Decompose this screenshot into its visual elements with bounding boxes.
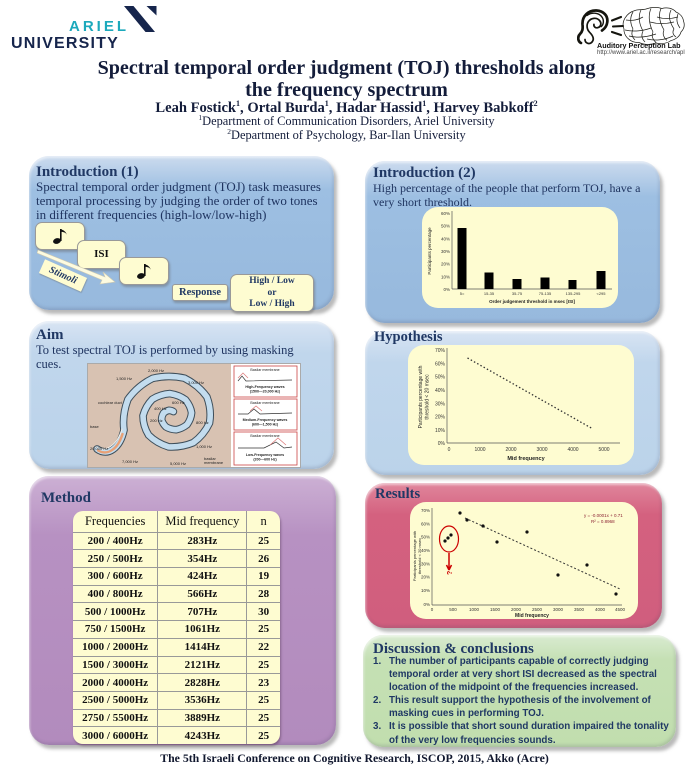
svg-text:Participants percentage: Participants percentage <box>427 227 432 275</box>
svg-text:200 Hz: 200 Hz <box>150 418 163 423</box>
svg-text:1000: 1000 <box>474 447 485 453</box>
svg-text:basilar: basilar <box>204 456 216 461</box>
svg-text:40%: 40% <box>441 236 450 241</box>
svg-text:20%: 20% <box>421 575 430 580</box>
svg-text:membrane: membrane <box>204 460 224 465</box>
svg-text:cochlear duct: cochlear duct <box>98 400 123 405</box>
svg-text:Basilar membrane: Basilar membrane <box>250 434 279 438</box>
svg-text:2,000 Hz: 2,000 Hz <box>148 368 164 373</box>
svg-text:20%: 20% <box>441 262 450 267</box>
svg-text:600 Hz: 600 Hz <box>172 400 185 405</box>
svg-text:R² = 0.8968: R² = 0.8968 <box>591 519 615 524</box>
svg-text:1,000 Hz: 1,000 Hz <box>196 444 212 449</box>
svg-text:5=: 5= <box>460 291 465 296</box>
svg-text:3,000 Hz: 3,000 Hz <box>188 380 204 385</box>
svg-text:Participants percentage with: Participants percentage with <box>412 531 417 581</box>
svg-text:Mid frequency: Mid frequency <box>515 613 549 619</box>
svg-text:(1500—20,000 Hz): (1500—20,000 Hz) <box>250 390 281 394</box>
svg-text:0%: 0% <box>443 287 450 292</box>
svg-text:Mid frequency: Mid frequency <box>507 456 545 462</box>
svg-text:40%: 40% <box>421 548 430 553</box>
svg-text:1,500 Hz: 1,500 Hz <box>116 376 132 381</box>
svg-text:50%: 50% <box>421 535 430 540</box>
svg-text:40%: 40% <box>435 388 446 394</box>
svg-text:Basilar membrane: Basilar membrane <box>250 368 279 372</box>
svg-text:10%: 10% <box>421 588 430 593</box>
svg-text:10%: 10% <box>441 274 450 279</box>
svg-text:60%: 60% <box>421 521 430 526</box>
svg-text:Order judgement threshold in m: Order judgement threshold in msec [ISI] <box>489 299 575 304</box>
svg-text:30%: 30% <box>441 249 450 254</box>
svg-text:50%: 50% <box>435 375 446 381</box>
svg-text:2000: 2000 <box>505 447 516 453</box>
svg-text:base: base <box>90 424 99 429</box>
svg-text:y = -0.0001x + 0.71: y = -0.0001x + 0.71 <box>584 513 623 518</box>
svg-text:Participants percentage with: Participants percentage with <box>418 365 424 428</box>
svg-text:0%: 0% <box>438 441 446 447</box>
svg-text:2500: 2500 <box>532 607 543 612</box>
svg-text:threshold < 20 msec: threshold < 20 msec <box>417 538 422 574</box>
svg-text:Medium-Frequency waves: Medium-Frequency waves <box>243 418 288 422</box>
svg-text:1000: 1000 <box>469 607 480 612</box>
svg-text:60%: 60% <box>441 211 450 216</box>
svg-text:60%: 60% <box>435 361 446 367</box>
svg-text:Basilar membrane: Basilar membrane <box>250 401 279 405</box>
svg-text:30%: 30% <box>435 401 446 407</box>
svg-text:2000: 2000 <box>511 607 522 612</box>
svg-text:70%: 70% <box>421 508 430 513</box>
svg-text:3500: 3500 <box>574 607 585 612</box>
svg-text:Low-Frequency waves: Low-Frequency waves <box>246 453 284 457</box>
svg-text:10%: 10% <box>435 428 446 434</box>
svg-text:5000: 5000 <box>598 447 609 453</box>
svg-text:30%: 30% <box>421 561 430 566</box>
svg-text:3000: 3000 <box>536 447 547 453</box>
svg-text:High-Frequency waves: High-Frequency waves <box>245 385 284 389</box>
svg-text:5,000 Hz: 5,000 Hz <box>170 461 186 466</box>
svg-text:15-35: 15-35 <box>484 291 495 296</box>
svg-text:70%: 70% <box>435 348 446 354</box>
svg-text:?: ? <box>447 571 454 575</box>
svg-text:(600—1,500 Hz): (600—1,500 Hz) <box>252 423 279 427</box>
svg-text:135-295: 135-295 <box>566 291 581 296</box>
svg-text:20%: 20% <box>435 415 446 421</box>
svg-text:500: 500 <box>449 607 457 612</box>
svg-text:7,000 Hz: 7,000 Hz <box>122 459 138 464</box>
svg-text:4000: 4000 <box>595 607 606 612</box>
svg-text:4500: 4500 <box>615 607 626 612</box>
svg-text:50%: 50% <box>441 224 450 229</box>
svg-text:1500: 1500 <box>490 607 501 612</box>
svg-text:0: 0 <box>448 447 451 453</box>
svg-text:20,000 Hz: 20,000 Hz <box>90 446 108 451</box>
svg-text:threshold < 20 msec: threshold < 20 msec <box>425 374 431 420</box>
svg-text:35-75: 35-75 <box>512 291 523 296</box>
svg-text:400 Hz: 400 Hz <box>154 406 167 411</box>
svg-text:800 Hz: 800 Hz <box>196 420 209 425</box>
svg-text:3000: 3000 <box>553 607 564 612</box>
svg-text:0%: 0% <box>423 602 430 607</box>
svg-text:75-135: 75-135 <box>539 291 552 296</box>
svg-text:<295: <295 <box>596 291 606 296</box>
svg-text:(200—600 Hz): (200—600 Hz) <box>253 458 277 462</box>
svg-text:0: 0 <box>431 607 434 612</box>
svg-text:4000: 4000 <box>567 447 578 453</box>
